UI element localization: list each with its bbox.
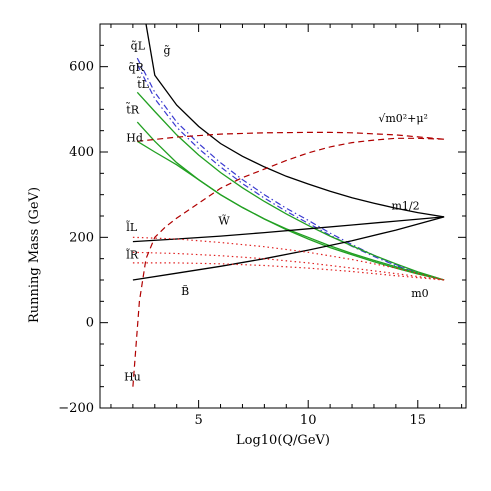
- label-wino: W̃: [218, 215, 230, 228]
- curve-labels: g̃ q̃L q̃R t̃L t̃R Hd W̃ l̃L l̃R B̃ Hu m1/2 m0 √m0²+μ…: [124, 40, 429, 384]
- y-tick-label: 0: [86, 316, 94, 331]
- series-lines: [132, 23, 445, 387]
- y-tick-label: −200: [58, 401, 94, 416]
- label-stop-r: t̃R: [126, 102, 140, 116]
- series-line-4: [136, 121, 445, 281]
- series-line-0: [145, 23, 445, 218]
- series-line-12: [132, 251, 445, 281]
- label-gluino: g̃: [164, 44, 171, 57]
- y-tick-label: 200: [69, 230, 94, 245]
- label-hd: Hd: [126, 131, 143, 144]
- series-line-5: [136, 140, 445, 281]
- series-line-3: [136, 91, 445, 281]
- label-squark-r: q̃R: [128, 61, 144, 74]
- y-axis-title: Running Mass (GeV): [27, 187, 42, 323]
- label-squark-l: q̃L: [131, 40, 146, 53]
- label-m0: m0: [411, 287, 428, 300]
- series-line-2: [136, 64, 445, 281]
- x-tick-label: 10: [300, 413, 317, 428]
- x-tick-label: 15: [410, 413, 427, 428]
- label-slepton-l: l̃L: [126, 221, 138, 234]
- series-line-7: [132, 216, 445, 281]
- series-line-10: [132, 236, 445, 281]
- label-slepton-r: l̃R: [126, 248, 139, 261]
- label-hu: Hu: [124, 370, 141, 383]
- label-stop-l: t̃L: [137, 77, 150, 91]
- series-line-1: [136, 57, 445, 281]
- label-m12: m1/2: [391, 200, 419, 213]
- axis-ticks: 5 10 15 −200 0 200 400 600: [58, 23, 466, 428]
- x-tick-label: 5: [194, 413, 202, 428]
- label-bino: B̃: [181, 285, 189, 298]
- series-line-9: [137, 131, 445, 142]
- label-sqrt: √m0²+μ²: [378, 112, 428, 125]
- series-line-6: [132, 216, 445, 243]
- y-tick-label: 400: [69, 145, 94, 160]
- plot-border: [99, 23, 467, 409]
- series-line-11: [132, 262, 445, 281]
- x-axis-title: Log10(Q/GeV): [236, 433, 330, 448]
- y-tick-label: 600: [69, 60, 94, 75]
- series-line-8: [132, 137, 445, 387]
- plot-frame: [99, 23, 467, 409]
